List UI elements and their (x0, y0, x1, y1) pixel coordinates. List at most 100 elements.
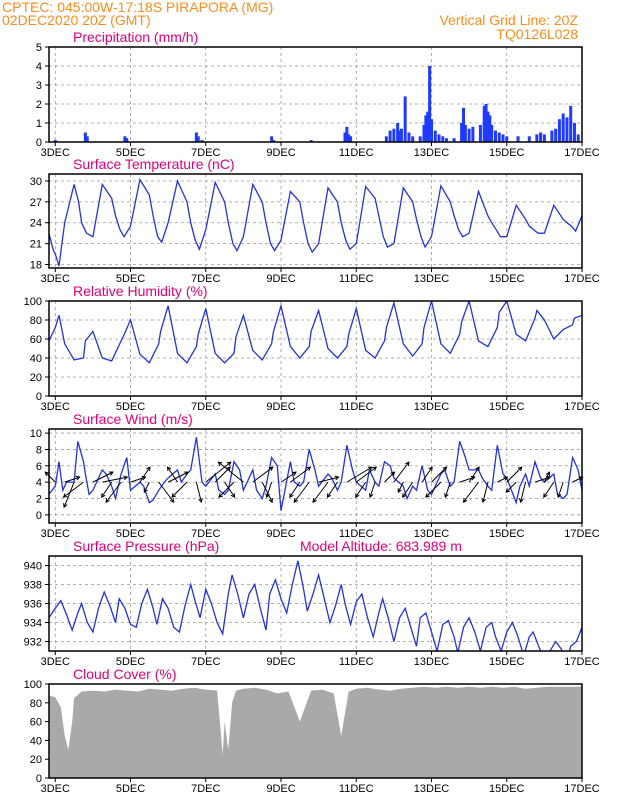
wind-arrow (92, 471, 114, 483)
x-tick-label: 11DEC (339, 401, 374, 413)
y-tick-label: 934 (24, 618, 42, 630)
x-tick-label: 15DEC (489, 147, 525, 159)
y-tick-label: 27 (30, 197, 42, 209)
wind-arrow-head (517, 466, 523, 472)
wind-arrow (557, 481, 564, 498)
wind-arrow (64, 476, 80, 483)
x-tick-label: 17DEC (564, 656, 600, 668)
precip-bar (490, 124, 494, 142)
wind-arrow-head (184, 471, 190, 476)
precip-bar (557, 119, 561, 142)
wind-arrow-head (171, 493, 176, 498)
wind-arrow (497, 476, 508, 483)
y-tick-label: 18 (30, 260, 42, 272)
precip-bar (497, 132, 501, 142)
x-tick-label: 3DEC (41, 147, 70, 159)
x-tick-label: 11DEC (339, 147, 374, 159)
precip-bar (437, 134, 441, 142)
precip-bar (125, 138, 129, 142)
wind-arrow (290, 466, 311, 483)
precip-bar (539, 132, 543, 142)
precip-bar (516, 136, 520, 142)
wind-arrow-head (169, 498, 175, 503)
precip-bar (576, 134, 580, 142)
precip-bar (527, 136, 531, 142)
model-code: TQ0126L028 (496, 26, 578, 42)
x-tick-label: 17DEC (564, 401, 600, 413)
wind-arrow (468, 466, 480, 483)
wind-arrow-head (481, 498, 487, 504)
wind-arrow (44, 471, 56, 483)
wind-arrow-head (268, 498, 273, 504)
run-datetime: 02DEC2020 20Z (GMT) (2, 12, 151, 28)
y-tick-label: 1 (36, 118, 42, 130)
y-tick-label: 100 (24, 296, 42, 308)
cloud-area (49, 686, 582, 778)
precip-bar (535, 134, 539, 142)
wind-arrow (402, 481, 414, 498)
y-tick-label: 60 (30, 334, 42, 346)
wind-arrow-head (101, 493, 106, 498)
panel-title: Surface Temperature (nC) (73, 156, 235, 172)
y-tick-label: 100 (24, 679, 42, 691)
wind-arrow-head (44, 471, 50, 477)
wind-arrow (143, 481, 150, 493)
precip-bar (388, 130, 392, 142)
wind-arrow (346, 466, 373, 483)
precip-bar (501, 134, 505, 142)
precip-bar (349, 136, 353, 142)
precip-bar (550, 130, 554, 142)
series-line-3 (49, 437, 582, 511)
precip-bar (399, 128, 403, 142)
y-tick-label: 8 (36, 444, 42, 456)
wind-arrow-head (123, 475, 129, 481)
wind-arrow-head (505, 488, 511, 493)
wind-arrow-head (425, 493, 430, 498)
panel-frame (48, 46, 583, 143)
x-tick-label: 9DEC (266, 147, 295, 159)
wind-arrow-head (355, 493, 360, 498)
wind-arrow-head (218, 493, 223, 498)
y-tick-label: 2 (36, 493, 42, 505)
y-tick-label: 2 (36, 99, 42, 111)
wind-arrow-head (143, 488, 148, 494)
wind-arrow-head (475, 466, 480, 472)
wind-arrow-head (556, 493, 562, 499)
y-tick-label: 20 (30, 754, 42, 766)
wind-arrow (312, 481, 329, 503)
y-tick-label: 938 (24, 580, 42, 592)
precip-bar (411, 136, 415, 142)
precip-bar (270, 136, 274, 142)
precip-bar (403, 96, 407, 142)
x-tick-label: 13DEC (414, 528, 450, 540)
x-tick-label: 15DEC (489, 656, 525, 668)
y-tick-label: 0 (36, 137, 42, 149)
wind-arrow (224, 481, 235, 498)
x-tick-label: 5DEC (116, 783, 145, 795)
precip-bar (392, 128, 396, 142)
y-tick-label: 24 (30, 218, 42, 230)
precip-bar (422, 124, 426, 142)
x-tick-label: 3DEC (41, 273, 70, 285)
precip-bar (83, 132, 87, 142)
precip-bar (345, 126, 349, 142)
precip-bar (572, 123, 576, 142)
x-tick-label: 17DEC (564, 528, 600, 540)
precip-bar (433, 130, 437, 142)
wind-arrow (252, 466, 274, 483)
y-tick-label: 21 (30, 239, 42, 251)
wind-arrow (139, 466, 151, 483)
y-tick-label: 80 (30, 698, 42, 710)
wind-arrow-head (470, 475, 476, 481)
precip-bar (418, 136, 422, 142)
wind-arrow (482, 482, 489, 503)
wind-arrow-head (198, 498, 203, 504)
precip-bar (396, 123, 400, 142)
wind-arrow-head (543, 493, 548, 498)
wind-arrow-head (444, 493, 449, 499)
wind-arrow-head (334, 475, 340, 481)
series-line-1 (49, 177, 582, 267)
wind-arrow-head (108, 471, 114, 476)
y-tick-label: 3 (36, 80, 42, 92)
wind-arrow (158, 481, 175, 503)
